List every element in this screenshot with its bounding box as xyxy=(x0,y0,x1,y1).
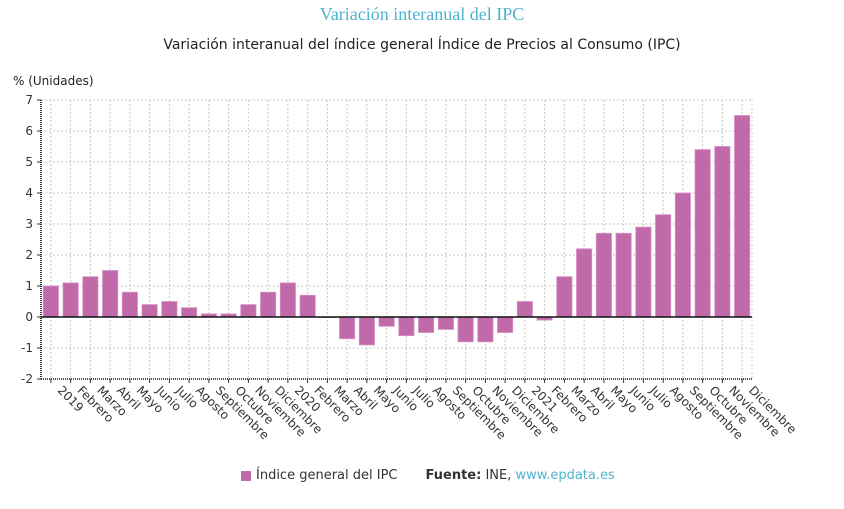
bar[interactable] xyxy=(398,316,415,337)
y-tick-label: 1 xyxy=(25,279,33,293)
y-tick-label: 0 xyxy=(25,310,33,324)
bar[interactable] xyxy=(299,294,316,318)
bar[interactable] xyxy=(141,304,158,318)
y-tick-label: 4 xyxy=(25,186,33,200)
y-tick-label: 3 xyxy=(25,217,33,231)
bar[interactable] xyxy=(477,316,494,343)
bar[interactable] xyxy=(339,316,356,340)
bar[interactable] xyxy=(635,226,652,318)
axes xyxy=(37,99,752,383)
bar[interactable] xyxy=(556,276,573,318)
bar[interactable] xyxy=(734,115,751,318)
bar[interactable] xyxy=(437,316,454,330)
legend-label: Índice general del IPC xyxy=(256,468,398,483)
bar[interactable] xyxy=(358,316,375,346)
bar[interactable] xyxy=(457,316,474,343)
bar[interactable] xyxy=(82,276,99,318)
source-text: INE, xyxy=(485,468,512,483)
bar[interactable] xyxy=(181,307,198,318)
bar[interactable] xyxy=(102,270,119,318)
top-title: Variación interanual del IPC xyxy=(319,4,525,24)
bar[interactable] xyxy=(576,248,593,318)
source: Fuente: INE, www.epdata.es xyxy=(426,468,615,483)
bar[interactable] xyxy=(497,316,514,333)
y-tick-label: 5 xyxy=(25,155,33,169)
y-tick-label: -2 xyxy=(21,372,33,386)
bar[interactable] xyxy=(516,301,533,318)
y-tick-labels: 7 6 5 4 3 2 1 0 -1 -2 xyxy=(21,93,33,386)
bar[interactable] xyxy=(615,232,632,318)
bar[interactable] xyxy=(674,192,691,318)
bar[interactable] xyxy=(418,316,435,333)
bar[interactable] xyxy=(62,282,79,318)
source-link[interactable]: www.epdata.es xyxy=(515,468,615,483)
x-tick-labels: 2019FebreroMarzoAbrilMayoJunioJulioAgost… xyxy=(55,383,799,443)
bar[interactable] xyxy=(694,149,711,318)
source-label: Fuente: xyxy=(425,468,482,483)
bar[interactable] xyxy=(161,301,178,318)
y-tick-label: -1 xyxy=(21,341,33,355)
bar[interactable] xyxy=(42,285,59,318)
bar[interactable] xyxy=(121,291,138,318)
bar[interactable] xyxy=(714,146,731,318)
bar[interactable] xyxy=(279,282,296,318)
y-tick-label: 6 xyxy=(25,124,33,138)
bar[interactable] xyxy=(655,214,672,318)
y-tick-label: 2 xyxy=(25,248,33,262)
legend: Índice general del IPC Fuente: INE, www.… xyxy=(241,468,615,483)
y-axis-label: % (Unidades) xyxy=(13,74,94,88)
legend-swatch-icon xyxy=(241,470,251,481)
chart-title: Variación interanual del índice general … xyxy=(163,37,681,53)
y-tick-label: 7 xyxy=(25,93,33,107)
bar[interactable] xyxy=(240,304,257,318)
bar[interactable] xyxy=(260,291,277,318)
bars xyxy=(42,115,751,346)
bar[interactable] xyxy=(595,232,612,318)
bar-chart: 7 6 5 4 3 2 1 0 -1 -2 2019FebreroMarzoAbrilMayoJu… xyxy=(21,93,799,443)
bar[interactable] xyxy=(378,316,395,327)
